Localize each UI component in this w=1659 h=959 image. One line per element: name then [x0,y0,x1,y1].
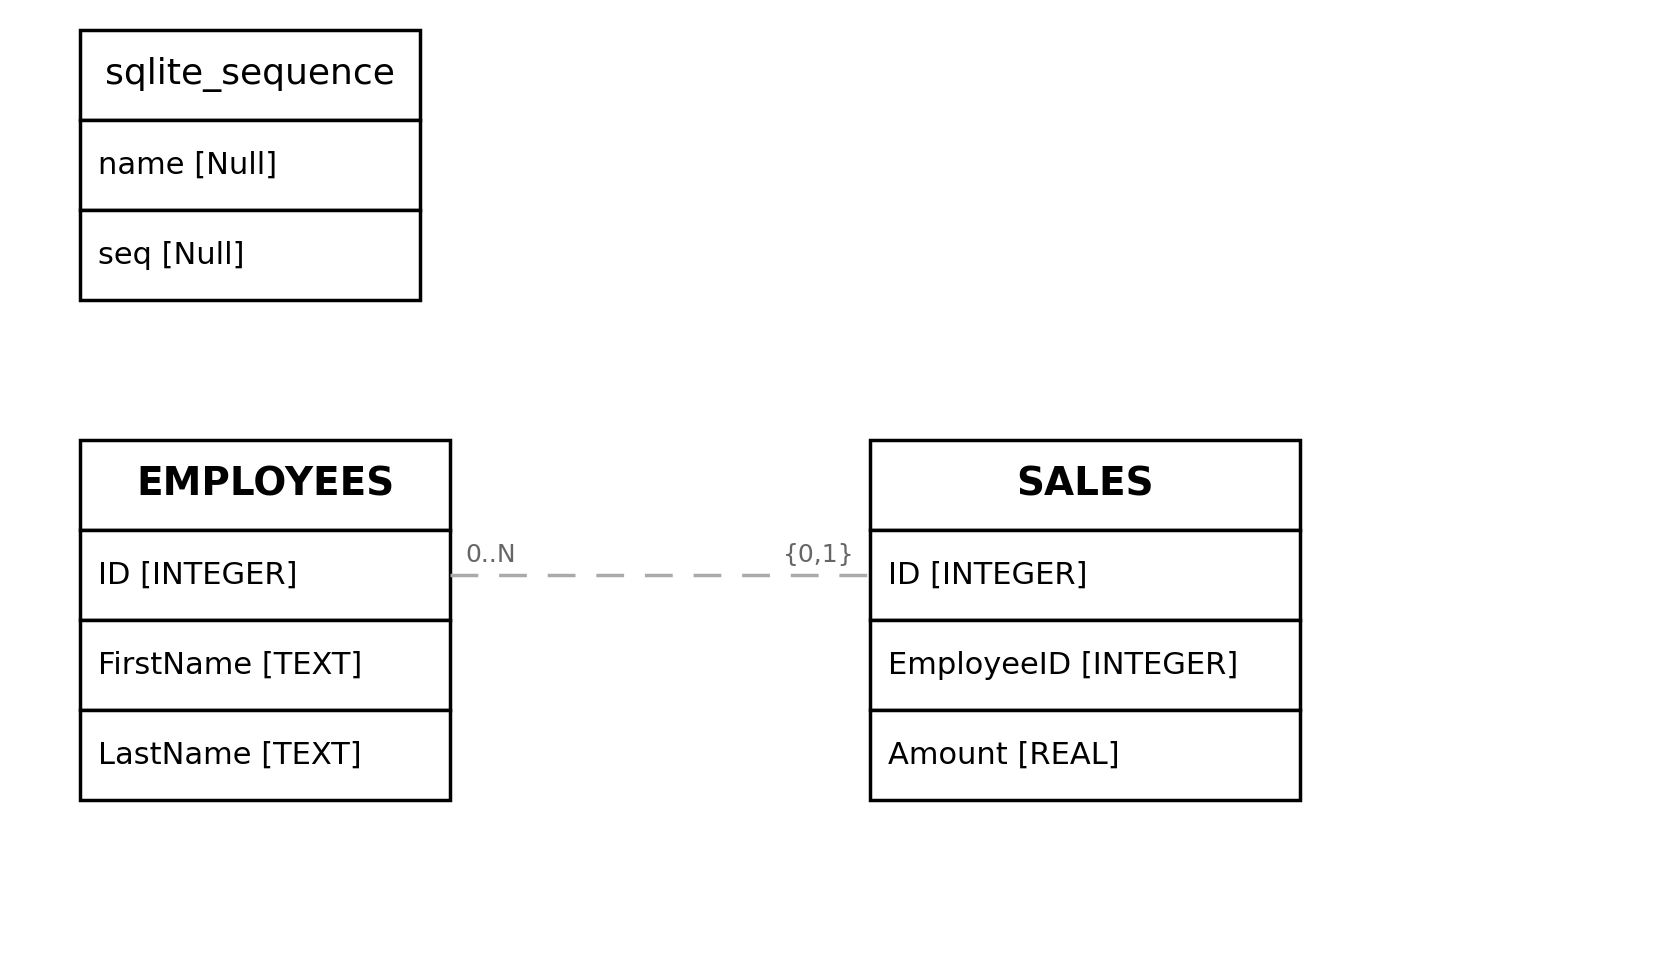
Text: FirstName [TEXT]: FirstName [TEXT] [98,650,362,680]
Text: name [Null]: name [Null] [98,151,277,179]
Bar [80,710,450,800]
Text: sqlite_sequence: sqlite_sequence [105,58,395,92]
Bar [869,530,1301,620]
Bar [80,120,420,210]
Text: ID [INTEGER]: ID [INTEGER] [888,560,1088,590]
Bar [80,440,450,530]
Text: SALES: SALES [1017,466,1153,504]
Bar [869,620,1301,710]
Text: 0..N: 0..N [465,543,516,567]
Text: ID [INTEGER]: ID [INTEGER] [98,560,297,590]
Text: LastName [TEXT]: LastName [TEXT] [98,740,362,769]
Text: seq [Null]: seq [Null] [98,241,244,269]
Bar [80,620,450,710]
Bar [80,30,420,120]
Text: {0,1}: {0,1} [783,543,854,567]
Bar [80,210,420,300]
Bar [869,440,1301,530]
Text: EMPLOYEES: EMPLOYEES [136,466,395,504]
Bar [80,530,450,620]
Text: EmployeeID [INTEGER]: EmployeeID [INTEGER] [888,650,1238,680]
Bar [869,710,1301,800]
Text: Amount [REAL]: Amount [REAL] [888,740,1120,769]
